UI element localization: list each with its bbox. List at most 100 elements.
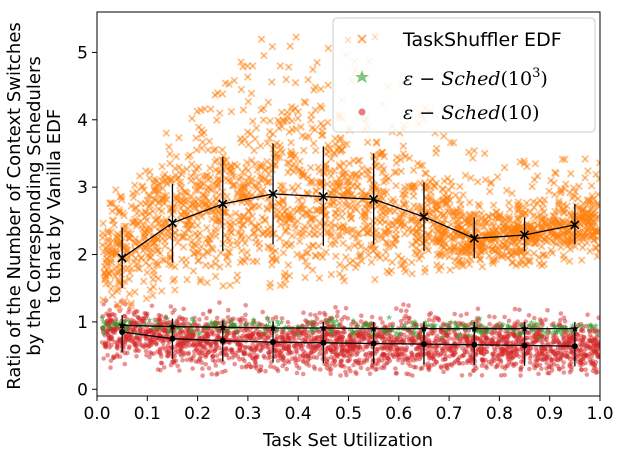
esched-10-point xyxy=(499,346,504,352)
taskshuffler-point xyxy=(286,42,295,51)
taskshuffler-point xyxy=(311,146,320,155)
taskshuffler-point xyxy=(381,254,390,263)
esched-10-point xyxy=(178,334,184,339)
taskshuffler-point xyxy=(301,273,309,282)
esched-10-point xyxy=(340,352,346,358)
esched-10-point xyxy=(355,345,361,351)
esched-10-point xyxy=(253,346,259,351)
esched-10-point xyxy=(512,323,517,329)
esched-10-point xyxy=(171,360,177,366)
taskshuffler-point xyxy=(577,256,586,265)
esched-10-point xyxy=(500,364,505,370)
esched-10-point xyxy=(225,315,231,320)
esched-10-point xyxy=(545,370,550,376)
esched-10-point xyxy=(197,357,203,363)
esched-10-point xyxy=(232,361,237,367)
taskshuffler-point xyxy=(578,243,587,252)
taskshuffler-point xyxy=(158,162,166,171)
esched-10-point xyxy=(285,320,291,325)
esched-10-point xyxy=(166,345,171,351)
taskshuffler-point xyxy=(233,276,241,285)
esched-10-point xyxy=(180,357,185,363)
taskshuffler-point xyxy=(282,75,291,84)
esched-10-point xyxy=(504,363,509,369)
taskshuffler-point xyxy=(179,243,188,251)
taskshuffler-point xyxy=(252,124,261,132)
esched-10-point xyxy=(561,335,566,341)
esched-10-point xyxy=(262,355,267,360)
esched-10-point xyxy=(175,363,180,369)
esched-10-point xyxy=(406,303,411,308)
taskshuffler-point xyxy=(530,249,538,258)
taskshuffler-point xyxy=(276,62,285,70)
taskshuffler-point xyxy=(175,133,183,142)
esched-10-point xyxy=(512,306,518,312)
esched-10-point xyxy=(249,346,254,352)
taskshuffler-point xyxy=(581,173,589,182)
esched-10-point xyxy=(401,302,406,307)
esched-10-point xyxy=(122,313,127,319)
esched-10-point xyxy=(190,355,195,361)
taskshuffler-point xyxy=(331,252,340,261)
esched-10-point xyxy=(506,334,511,340)
taskshuffler-point xyxy=(206,164,214,173)
taskshuffler-point xyxy=(587,181,596,190)
esched-10-point xyxy=(273,314,279,320)
esched-10-point xyxy=(147,354,152,360)
taskshuffler-point xyxy=(506,205,514,214)
esched-10-point xyxy=(394,370,399,376)
esched-10-point xyxy=(149,329,154,335)
taskshuffler-point xyxy=(197,130,206,139)
taskshuffler-point xyxy=(204,146,212,154)
esched-10-point xyxy=(243,303,248,308)
esched-10-point xyxy=(527,355,533,361)
esched-10-point xyxy=(190,342,196,348)
esched-10-point xyxy=(561,370,567,375)
esched-10-point xyxy=(294,363,300,369)
esched-10-point xyxy=(214,353,220,359)
taskshuffler-point xyxy=(530,175,539,184)
esched-10-point xyxy=(123,337,129,342)
esched-10-point xyxy=(198,341,203,347)
esched-10-point xyxy=(374,366,380,372)
esched-10-point xyxy=(317,310,323,316)
esched-10-point xyxy=(592,363,598,368)
esched-10-point xyxy=(242,358,247,364)
taskshuffler-point xyxy=(111,185,120,194)
esched-10-point xyxy=(359,313,364,319)
taskshuffler-point xyxy=(371,275,379,284)
esched-10-point xyxy=(112,313,117,318)
esched-10-point xyxy=(168,304,174,309)
esched-10-point xyxy=(318,347,323,353)
esched-10-point xyxy=(133,348,138,354)
esched-10-point xyxy=(451,360,457,366)
taskshuffler-point xyxy=(575,182,583,191)
esched-10-point xyxy=(312,336,317,341)
esched-10-point xyxy=(498,328,503,334)
esched-10-point xyxy=(452,311,458,317)
taskshuffler-point xyxy=(243,73,252,81)
esched-10-point xyxy=(333,305,338,310)
esched-10-point xyxy=(106,335,112,341)
esched-10-point xyxy=(368,351,374,356)
esched-10-point xyxy=(468,352,473,358)
taskshuffler-point xyxy=(172,152,181,161)
esched-10-point xyxy=(313,313,318,318)
taskshuffler-point xyxy=(203,278,212,287)
esched-1000-point xyxy=(386,314,393,321)
esched-10-point xyxy=(200,373,205,379)
esched-10-point xyxy=(268,364,273,369)
esched-10-point xyxy=(105,353,110,358)
esched-10-point xyxy=(403,313,409,319)
taskshuffler-point xyxy=(165,159,174,168)
taskshuffler-point xyxy=(165,142,173,151)
esched-10-point xyxy=(524,351,530,356)
esched-10-point xyxy=(533,353,538,359)
esched-10-point xyxy=(589,335,594,340)
esched-10-point xyxy=(544,361,549,366)
esched-10-point xyxy=(135,336,140,342)
esched-10-point xyxy=(539,366,544,372)
esched-10-point xyxy=(318,334,324,340)
taskshuffler-point xyxy=(500,163,509,172)
esched-10-point xyxy=(581,354,587,359)
